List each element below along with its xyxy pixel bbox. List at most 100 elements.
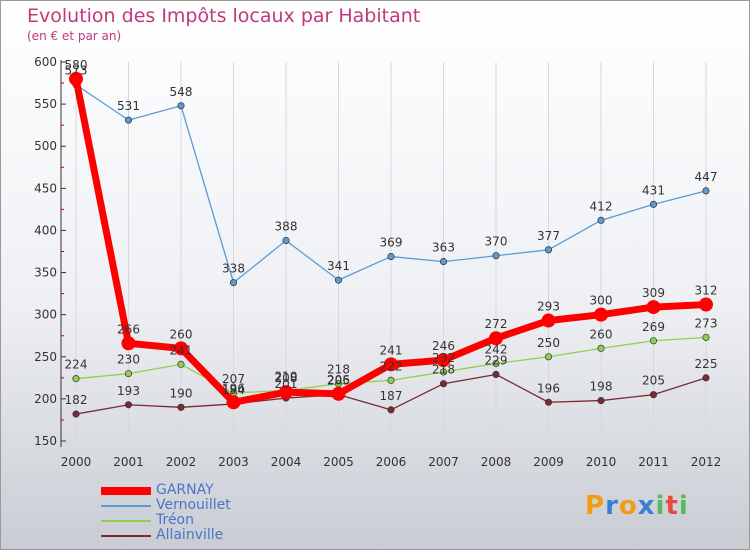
data-point [646, 300, 661, 315]
data-point [226, 395, 241, 410]
data-label: 201 [275, 377, 298, 391]
data-label: 266 [117, 322, 140, 336]
data-label: 370 [485, 235, 508, 249]
data-point [124, 401, 133, 409]
data-point [331, 386, 346, 401]
legend-swatch [101, 520, 151, 522]
chart-title: Evolution des Impôts locaux par Habitant [27, 5, 421, 27]
data-point [334, 276, 343, 284]
data-label: 377 [537, 229, 560, 243]
data-label: 431 [642, 183, 665, 197]
data-label: 205 [642, 374, 665, 388]
legend-label: GARNAY [156, 482, 214, 498]
data-point [121, 336, 136, 351]
data-point [699, 297, 713, 312]
data-label: 548 [170, 85, 193, 99]
legend-label: Tréon [156, 512, 194, 528]
y-tick-label: 450 [34, 181, 57, 195]
x-tick-label: 2006 [376, 455, 407, 469]
data-point [384, 357, 398, 372]
data-label: 229 [485, 353, 508, 367]
data-label: 300 [590, 294, 613, 308]
data-label: 207 [222, 372, 245, 386]
data-point [492, 359, 500, 368]
data-label: 218 [432, 363, 455, 377]
data-point [649, 337, 658, 345]
data-label: 193 [117, 384, 140, 398]
data-label: 241 [170, 343, 193, 357]
data-point [544, 246, 553, 254]
data-point [282, 237, 290, 245]
x-tick-label: 2002 [166, 455, 197, 469]
legend-item-tréon: Tréon [101, 513, 301, 528]
data-point [436, 353, 451, 368]
chart-subtitle: (en € et par an) [27, 29, 122, 43]
x-tick-label: 2003 [218, 455, 249, 469]
data-label: 246 [432, 339, 455, 353]
legend-label: Allainville [156, 527, 224, 543]
data-label: 225 [695, 357, 718, 371]
data-label: 182 [65, 393, 88, 407]
proxiti-logo: Proxiti [585, 491, 689, 521]
data-point [594, 307, 608, 322]
data-label: 196 [537, 381, 560, 395]
data-point [229, 279, 238, 287]
logo-letter: o [618, 491, 638, 521]
legend-item-allainville: Allainville [101, 528, 301, 543]
data-point [544, 398, 553, 406]
data-point [279, 385, 293, 400]
y-tick-label: 250 [34, 350, 57, 364]
data-label: 232 [432, 351, 455, 365]
data-label: 388 [275, 220, 298, 234]
data-point [387, 406, 395, 414]
data-label: 273 [695, 316, 718, 330]
x-tick-label: 2000 [61, 455, 92, 469]
data-label: 210 [275, 369, 298, 383]
data-label: 260 [590, 327, 613, 341]
logo-letter: i [678, 491, 689, 521]
data-label: 341 [327, 259, 350, 273]
data-label: 531 [117, 99, 140, 113]
data-point [387, 376, 395, 384]
data-point [492, 252, 500, 260]
x-tick-label: 2009 [533, 455, 564, 469]
legend-item-garnay: GARNAY [101, 483, 301, 498]
legend-swatch [101, 535, 151, 537]
data-label: 412 [590, 199, 613, 213]
data-label: 573 [65, 64, 88, 78]
data-point [649, 200, 658, 208]
data-label: 272 [485, 317, 508, 331]
data-label: 196 [222, 381, 245, 395]
data-point [439, 258, 448, 266]
data-label: 447 [695, 170, 718, 184]
x-tick-label: 2005 [323, 455, 354, 469]
data-point [174, 341, 188, 356]
legend: GARNAY Vernouillet Tréon Allainville [101, 483, 301, 543]
y-tick-label: 500 [34, 139, 57, 153]
data-point [439, 380, 448, 388]
data-label: 260 [170, 327, 193, 341]
y-tick-label: 600 [34, 55, 57, 69]
data-label: 187 [380, 389, 403, 403]
data-label: 363 [432, 241, 455, 255]
data-label: 309 [642, 286, 665, 300]
data-point [541, 313, 556, 328]
data-point [702, 333, 710, 341]
data-point [597, 397, 605, 405]
y-tick-label: 150 [34, 434, 57, 448]
logo-letter: P [585, 491, 606, 521]
legend-swatch [101, 505, 151, 507]
data-label: 312 [695, 284, 718, 298]
data-label: 269 [642, 320, 665, 334]
data-point [439, 368, 448, 376]
x-tick-label: 2010 [586, 455, 617, 469]
data-label: 205 [327, 374, 350, 388]
data-point [489, 331, 503, 346]
data-label: 230 [117, 353, 140, 367]
data-point [544, 353, 553, 361]
data-point [597, 216, 605, 224]
x-tick-label: 2004 [271, 455, 302, 469]
y-tick-label: 200 [34, 392, 57, 406]
